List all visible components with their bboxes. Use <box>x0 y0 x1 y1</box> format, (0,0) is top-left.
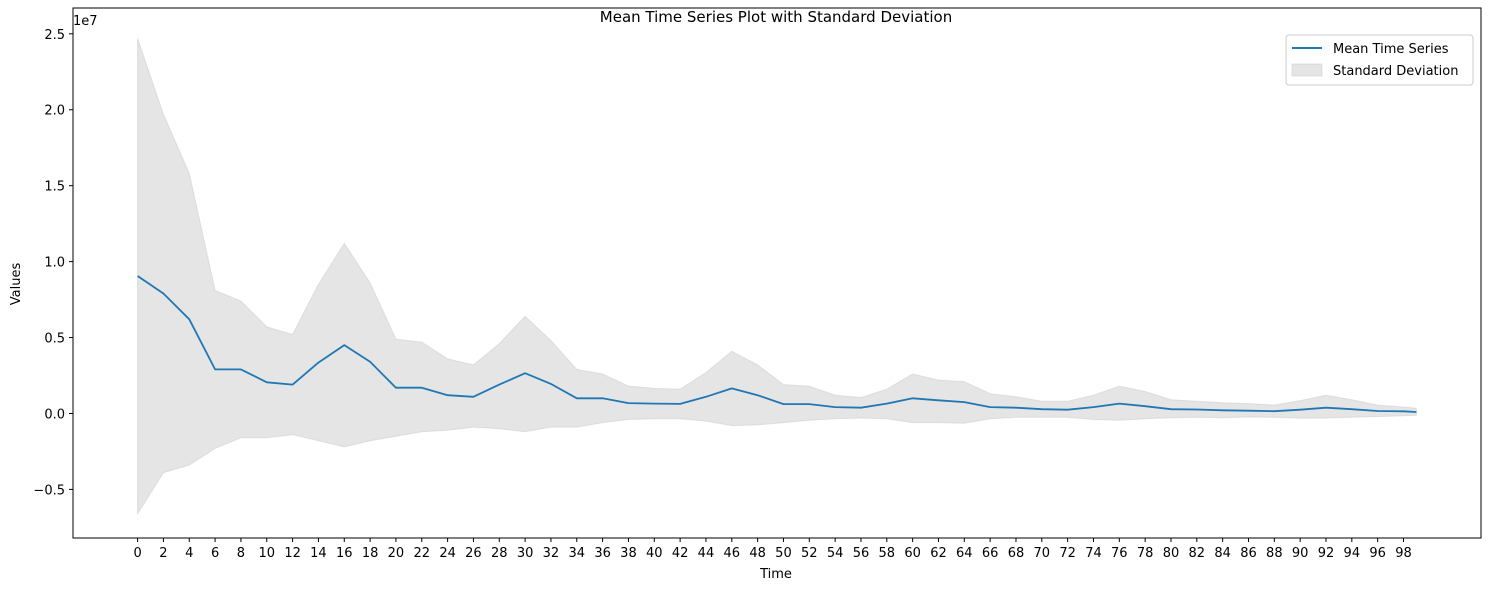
x-tick-label: 82 <box>1189 546 1206 561</box>
x-tick-label: 20 <box>388 546 405 561</box>
y-tick-label: 0.0 <box>44 407 65 422</box>
x-tick-label: 18 <box>362 546 379 561</box>
y-tick-label: 0.5 <box>44 332 65 347</box>
mean-line <box>137 275 1417 413</box>
x-tick-label: 54 <box>827 546 844 561</box>
x-tick-label: 64 <box>956 546 973 561</box>
x-tick-label: 32 <box>543 546 560 561</box>
legend-band-swatch <box>1291 63 1323 77</box>
x-tick-label: 2 <box>159 546 167 561</box>
y-tick-label: 1.0 <box>44 256 65 271</box>
x-tick-label: 42 <box>672 546 689 561</box>
x-tick-label: 88 <box>1266 546 1283 561</box>
plot-frame <box>72 7 1482 539</box>
x-tick-label: 8 <box>237 546 245 561</box>
std-band-layer <box>137 38 1417 516</box>
x-tick-label: 74 <box>1085 546 1102 561</box>
y-tick-label: 2.5 <box>44 28 65 43</box>
x-tick-label: 4 <box>185 546 193 561</box>
x-tick-label: 66 <box>982 546 999 561</box>
x-axis: 0 2 4 6 8 10 12 14 16 18 20 22 24 26 28 30 32 34 36 38 40 42 4… <box>133 538 1412 561</box>
x-tick-label: 26 <box>465 546 482 561</box>
y-axis-label: Values <box>9 263 24 306</box>
x-tick-label: 22 <box>413 546 430 561</box>
x-axis-label: Time <box>759 567 792 582</box>
x-tick-label: 24 <box>439 546 456 561</box>
x-tick-label: 84 <box>1214 546 1231 561</box>
x-tick-label: 86 <box>1240 546 1257 561</box>
y-axis: −0.5 0.0 0.5 1.0 1.5 2.0 2.5 <box>33 28 73 498</box>
x-tick-label: 0 <box>133 546 141 561</box>
x-tick-label: 12 <box>284 546 301 561</box>
chart-title: Mean Time Series Plot with Standard Devi… <box>600 8 952 26</box>
x-tick-label: 44 <box>698 546 715 561</box>
x-tick-label: 92 <box>1318 546 1335 561</box>
legend-label-mean: Mean Time Series <box>1333 42 1449 57</box>
x-tick-label: 68 <box>1008 546 1025 561</box>
x-tick-label: 96 <box>1369 546 1386 561</box>
x-tick-label: 94 <box>1344 546 1361 561</box>
x-tick-label: 30 <box>517 546 534 561</box>
y-tick-label: 1.5 <box>44 180 65 195</box>
x-tick-label: 60 <box>904 546 921 561</box>
x-tick-label: 50 <box>775 546 792 561</box>
x-tick-label: 28 <box>491 546 508 561</box>
x-tick-label: 6 <box>211 546 219 561</box>
x-tick-label: 52 <box>801 546 818 561</box>
legend-label-std: Standard Deviation <box>1333 64 1458 79</box>
x-tick-label: 14 <box>310 546 327 561</box>
legend-box <box>1285 34 1474 86</box>
x-tick-label: 36 <box>594 546 611 561</box>
x-tick-label: 90 <box>1292 546 1309 561</box>
x-tick-label: 98 <box>1395 546 1412 561</box>
x-tick-label: 62 <box>930 546 947 561</box>
x-tick-label: 40 <box>646 546 663 561</box>
x-tick-label: 48 <box>749 546 766 561</box>
x-tick-label: 80 <box>1163 546 1180 561</box>
x-tick-label: 10 <box>258 546 275 561</box>
x-tick-label: 38 <box>620 546 637 561</box>
y-tick-label: −0.5 <box>33 483 65 498</box>
x-tick-label: 58 <box>879 546 896 561</box>
x-tick-label: 76 <box>1111 546 1128 561</box>
x-tick-label: 70 <box>1034 546 1051 561</box>
x-tick-label: 16 <box>336 546 353 561</box>
x-tick-label: 72 <box>1059 546 1076 561</box>
y-offset-label: 1e7 <box>73 14 98 29</box>
x-tick-label: 34 <box>569 546 586 561</box>
x-tick-label: 56 <box>853 546 870 561</box>
x-tick-label: 46 <box>724 546 741 561</box>
std-band <box>137 38 1417 516</box>
mean-line-layer <box>137 275 1417 413</box>
y-tick-label: 2.0 <box>44 104 65 119</box>
x-tick-label: 78 <box>1137 546 1154 561</box>
legend: Mean Time Series Standard Deviation <box>1285 34 1474 86</box>
